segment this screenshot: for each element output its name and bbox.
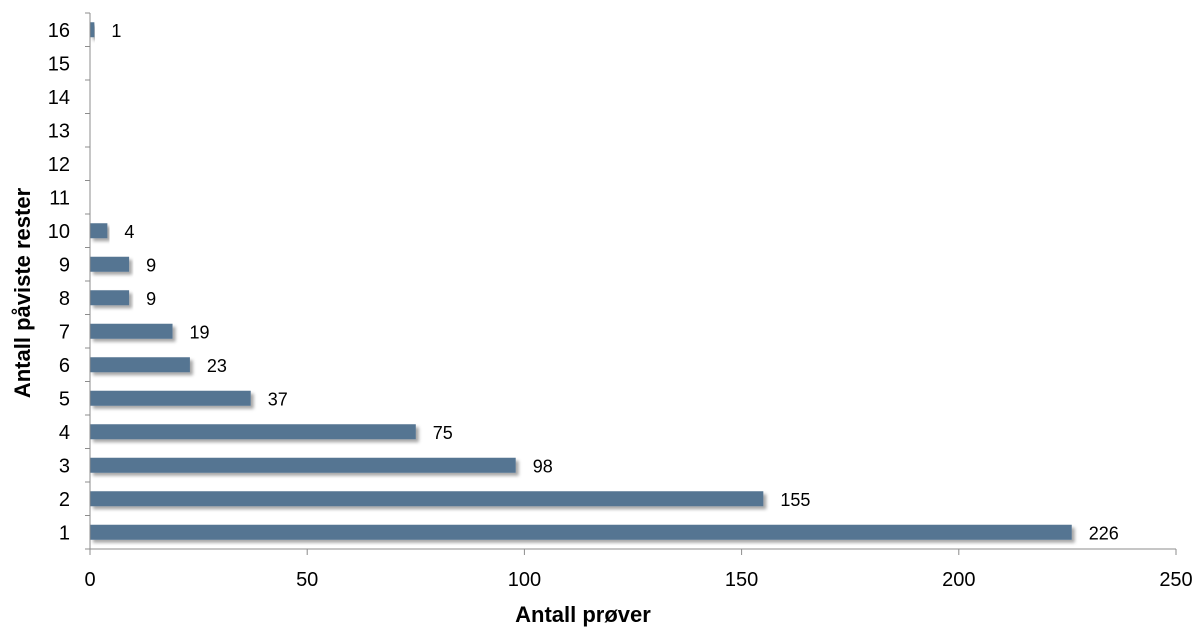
y-axis-title: Antall påviste rester: [10, 187, 35, 398]
y-tick-label-9: 9: [59, 254, 70, 276]
bar-3: [90, 457, 516, 473]
bars-group: [90, 22, 1072, 540]
bar-7: [90, 323, 173, 339]
data-label-3: 98: [533, 456, 553, 476]
bar-2: [90, 491, 764, 507]
bar-8: [90, 290, 130, 306]
bar-4: [90, 424, 416, 440]
x-axis-title: Antall prøver: [515, 602, 651, 627]
y-tick-label-16: 16: [48, 20, 70, 42]
data-label-16: 1: [111, 21, 121, 41]
data-label-4: 75: [433, 423, 453, 443]
bar-10: [90, 223, 108, 239]
x-tick-label-0: 0: [84, 569, 95, 591]
y-tick-label-14: 14: [48, 87, 70, 109]
data-label-2: 155: [780, 490, 810, 510]
y-tick-label-11: 11: [49, 187, 70, 209]
x-axis-ticks: 0 50 100 150 200 250: [84, 549, 1193, 591]
bar-16: [90, 22, 95, 38]
bar-6: [90, 357, 190, 373]
bar-5: [90, 390, 251, 406]
x-tick-label-150: 150: [725, 569, 758, 591]
y-tick-label-7: 7: [59, 321, 70, 343]
data-label-10: 4: [124, 222, 134, 242]
data-label-7: 19: [190, 322, 210, 342]
x-tick-label-200: 200: [942, 569, 975, 591]
data-label-5: 37: [268, 389, 288, 409]
y-tick-label-1: 1: [59, 522, 70, 544]
y-tick-label-2: 2: [59, 489, 70, 511]
data-label-8: 9: [146, 289, 156, 309]
y-tick-label-15: 15: [48, 53, 70, 75]
y-tick-label-8: 8: [59, 288, 70, 310]
y-tick-label-5: 5: [59, 388, 70, 410]
y-tick-label-10: 10: [48, 221, 70, 243]
x-tick-label-250: 250: [1159, 569, 1192, 591]
x-tick-label-100: 100: [508, 569, 541, 591]
x-tick-label-50: 50: [296, 569, 318, 591]
y-tick-label-12: 12: [48, 154, 70, 176]
y-tick-label-4: 4: [59, 422, 70, 444]
y-tick-label-13: 13: [48, 120, 70, 142]
y-tick-label-3: 3: [59, 455, 70, 477]
data-label-1: 226: [1089, 523, 1119, 543]
data-label-6: 23: [207, 356, 227, 376]
data-label-9: 9: [146, 255, 156, 275]
y-tick-label-6: 6: [59, 355, 70, 377]
bar-1: [90, 524, 1072, 540]
bar-9: [90, 256, 130, 272]
